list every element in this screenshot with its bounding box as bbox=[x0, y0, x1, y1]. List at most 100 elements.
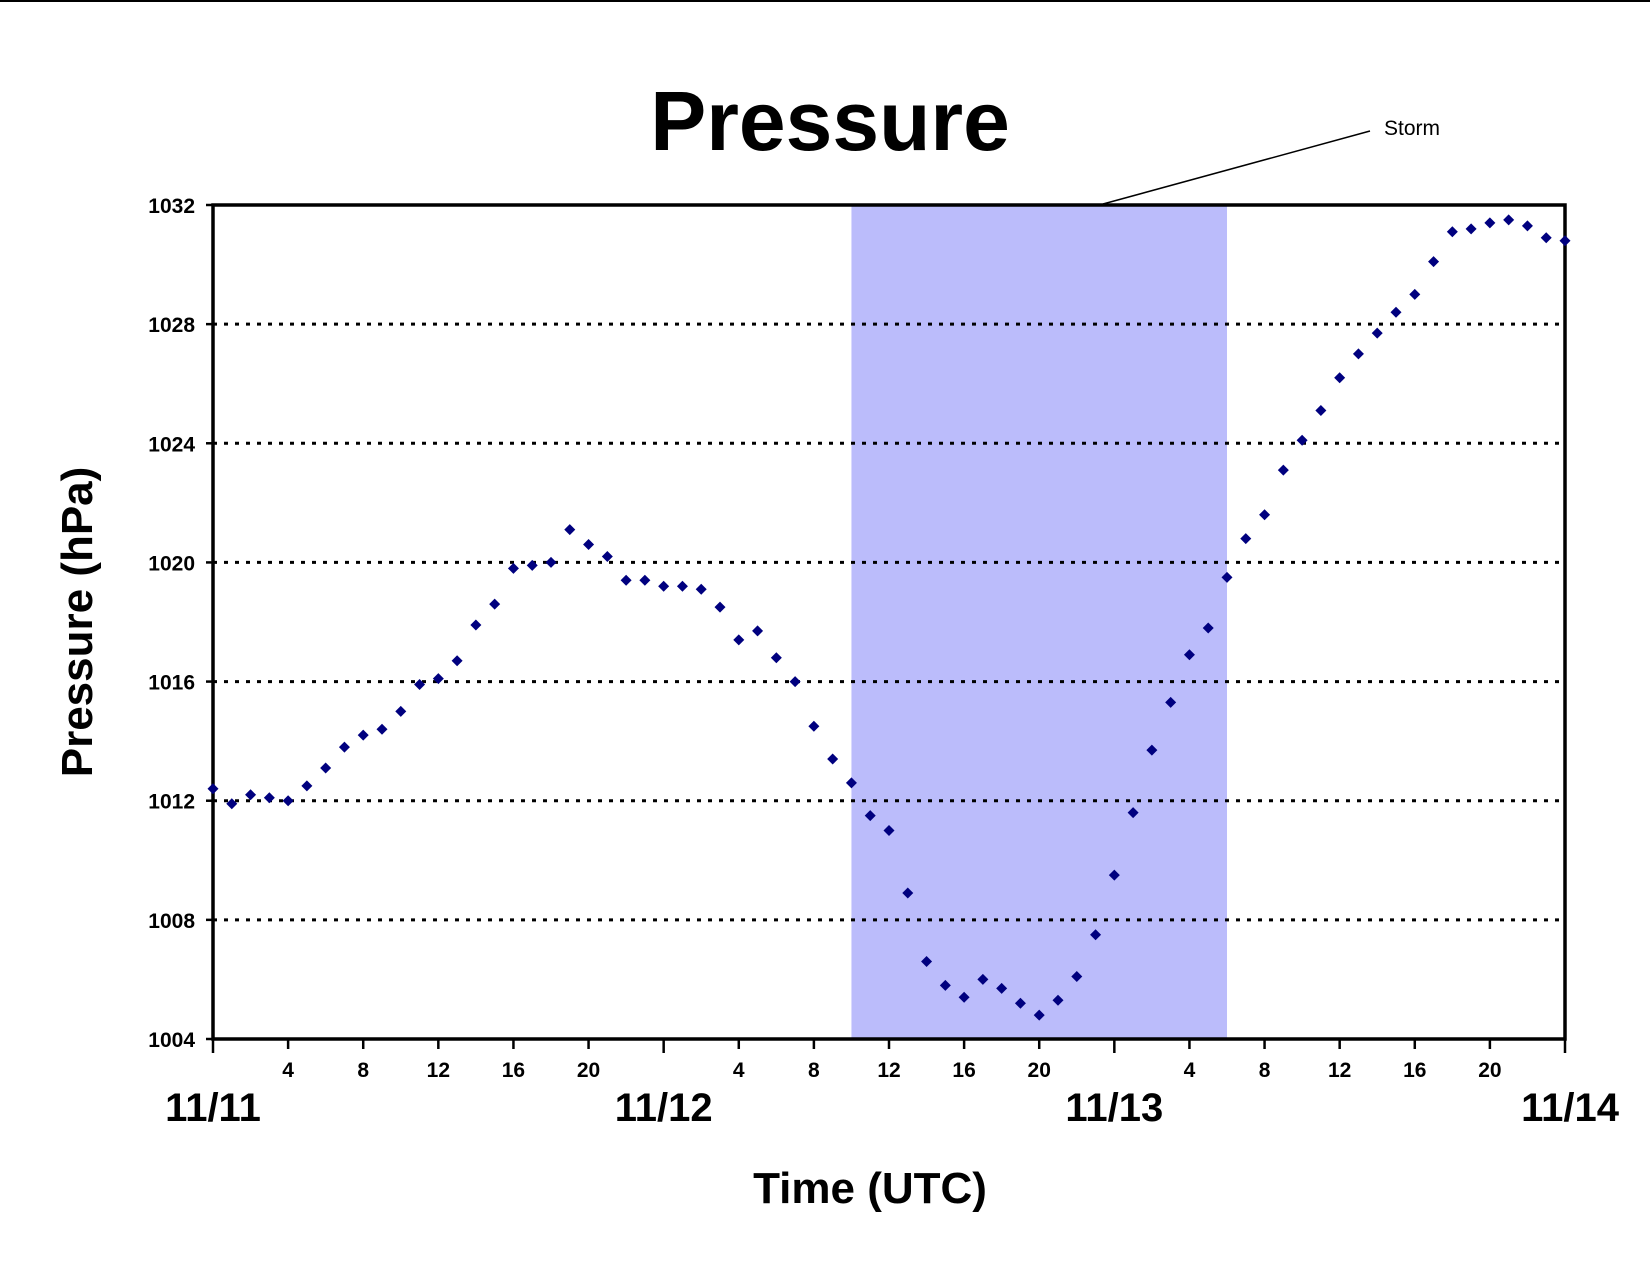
data-point bbox=[1221, 571, 1233, 583]
data-point bbox=[226, 798, 238, 810]
data-point bbox=[545, 556, 557, 568]
data-point bbox=[1484, 217, 1496, 229]
date-tick-label: 11/13 bbox=[1065, 1086, 1163, 1130]
data-point bbox=[395, 705, 407, 717]
chart-title: Pressure bbox=[650, 74, 1010, 168]
data-point bbox=[902, 887, 914, 899]
data-point bbox=[752, 625, 764, 637]
data-point bbox=[507, 562, 519, 574]
data-point bbox=[1352, 348, 1364, 360]
y-tick-label: 1032 bbox=[148, 195, 195, 218]
date-tick-label: 11/14 bbox=[1521, 1086, 1620, 1130]
storm-band bbox=[851, 205, 1227, 1039]
data-point bbox=[1240, 533, 1252, 545]
data-point bbox=[958, 991, 970, 1003]
date-tick-label: 11/12 bbox=[615, 1086, 713, 1130]
data-point bbox=[564, 524, 576, 536]
data-point bbox=[676, 580, 688, 592]
data-point bbox=[601, 550, 613, 562]
data-point bbox=[432, 673, 444, 685]
data-point bbox=[1146, 744, 1158, 756]
data-point bbox=[1183, 649, 1195, 661]
data-point bbox=[1371, 327, 1383, 339]
data-point bbox=[883, 825, 895, 836]
data-point bbox=[320, 762, 332, 774]
hour-tick-label: 12 bbox=[877, 1059, 900, 1082]
data-point bbox=[977, 973, 989, 985]
data-point bbox=[1559, 235, 1571, 247]
data-point bbox=[1052, 994, 1064, 1006]
data-point bbox=[414, 679, 426, 691]
data-point bbox=[714, 601, 726, 613]
storm-band-layer bbox=[851, 205, 1227, 1039]
y-tick-label: 1028 bbox=[148, 314, 195, 337]
x-axis-title: Time (UTC) bbox=[753, 1164, 987, 1213]
y-axis-title: Pressure (hPa) bbox=[53, 467, 102, 778]
data-point bbox=[526, 559, 538, 571]
data-point bbox=[282, 795, 294, 807]
data-point bbox=[620, 574, 632, 586]
data-point bbox=[1127, 807, 1139, 819]
data-point bbox=[207, 783, 219, 795]
hour-tick-label: 8 bbox=[1259, 1059, 1271, 1082]
data-point bbox=[1428, 256, 1440, 268]
data-point bbox=[789, 676, 801, 688]
hour-tick-label: 16 bbox=[952, 1059, 975, 1082]
hour-tick-label: 16 bbox=[502, 1059, 525, 1082]
y-axis-ticks: 1004 1008 1012 1016 1020 1024 1028 1032 bbox=[148, 195, 213, 1052]
data-point bbox=[1071, 970, 1083, 982]
data-points bbox=[207, 214, 1571, 1021]
hour-tick-label: 20 bbox=[577, 1059, 600, 1082]
data-point bbox=[808, 720, 820, 732]
hour-tick-label: 20 bbox=[1478, 1059, 1501, 1082]
data-point bbox=[864, 810, 876, 822]
y-tick-label: 1012 bbox=[148, 791, 195, 814]
hour-tick-label: 8 bbox=[808, 1059, 820, 1082]
hour-tick-label: 8 bbox=[357, 1059, 369, 1082]
data-point bbox=[245, 789, 257, 801]
date-tick-label: 11/11 bbox=[165, 1086, 261, 1130]
hour-tick-label: 12 bbox=[1328, 1059, 1351, 1082]
hour-tick-label: 4 bbox=[1184, 1059, 1196, 1082]
data-point bbox=[845, 777, 857, 789]
data-point bbox=[489, 598, 501, 610]
data-point bbox=[338, 741, 350, 753]
data-point bbox=[733, 634, 745, 646]
data-point bbox=[1296, 434, 1308, 446]
data-point bbox=[1503, 214, 1515, 226]
data-point bbox=[263, 792, 275, 804]
y-tick-label: 1024 bbox=[148, 433, 195, 456]
data-point bbox=[301, 780, 313, 792]
data-point bbox=[1334, 372, 1346, 384]
hour-tick-label: 4 bbox=[733, 1059, 745, 1082]
data-point bbox=[1390, 306, 1402, 318]
y-tick-label: 1016 bbox=[148, 672, 195, 695]
data-point bbox=[1014, 997, 1026, 1009]
data-point bbox=[1033, 1009, 1045, 1021]
y-tick-label: 1020 bbox=[148, 552, 195, 575]
data-point bbox=[451, 655, 463, 667]
data-point bbox=[376, 723, 388, 735]
data-point bbox=[357, 729, 369, 741]
data-point bbox=[1108, 869, 1120, 881]
data-point bbox=[1521, 220, 1533, 232]
hour-tick-label: 20 bbox=[1028, 1059, 1051, 1082]
data-point bbox=[583, 539, 595, 551]
hour-tick-label: 12 bbox=[427, 1059, 450, 1082]
data-point bbox=[921, 956, 933, 968]
data-point bbox=[470, 619, 482, 631]
y-tick-label: 1008 bbox=[148, 910, 195, 933]
data-point bbox=[695, 583, 707, 595]
data-point bbox=[658, 580, 670, 592]
data-point bbox=[996, 982, 1008, 994]
data-point bbox=[1540, 232, 1552, 244]
data-point bbox=[1409, 288, 1421, 300]
data-point bbox=[1465, 223, 1477, 235]
x-axis-ticks: 11/11 11/12 11/13 11/14 4 8 12 16 20 4 8 12 16 20 4 8 12… bbox=[165, 1039, 1620, 1130]
y-tick-label: 1004 bbox=[148, 1029, 195, 1052]
data-point bbox=[770, 652, 782, 664]
hour-tick-label: 16 bbox=[1403, 1059, 1426, 1082]
data-point bbox=[939, 979, 951, 991]
storm-annotation-leader bbox=[1102, 130, 1371, 205]
